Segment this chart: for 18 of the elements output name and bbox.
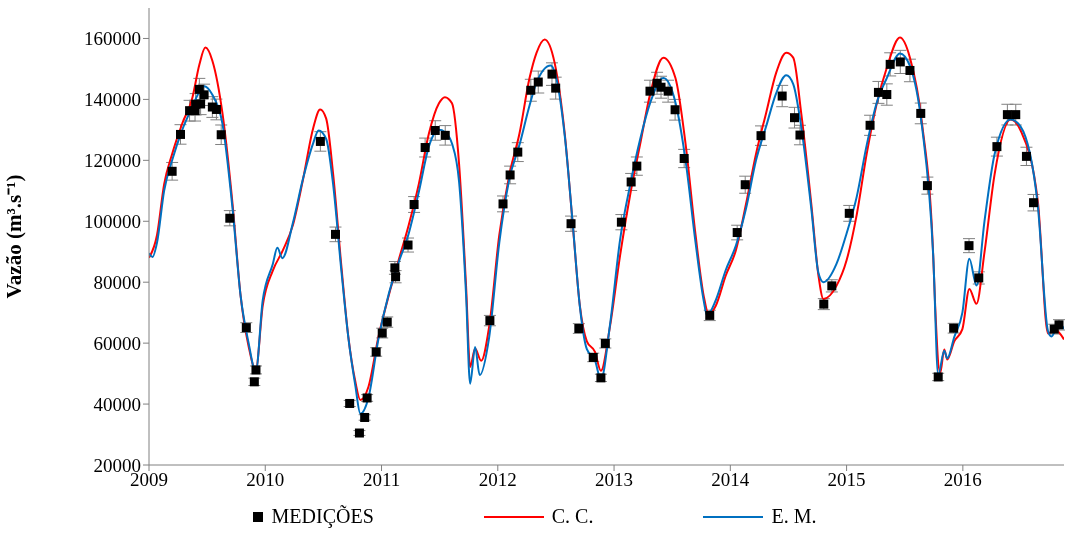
- legend-label: MEDIÇÕES: [271, 505, 374, 528]
- y-tick-label: 60000: [93, 332, 141, 354]
- y-tick-label: 140000: [84, 89, 141, 111]
- x-tick-label: 2010: [246, 469, 285, 491]
- legend-label: E. M.: [771, 505, 817, 528]
- legend-label: C. C.: [551, 505, 594, 528]
- x-tick-label: 2012: [478, 469, 517, 491]
- y-tick-label: 160000: [84, 28, 141, 50]
- y-tick-label: 80000: [93, 271, 141, 293]
- x-tick-label: 2011: [362, 469, 401, 491]
- x-tick-label: 2016: [943, 469, 982, 491]
- x-tick-label: 2014: [711, 469, 750, 491]
- y-tick-label: 100000: [84, 211, 141, 233]
- x-tick-label: 2015: [827, 469, 866, 491]
- y-tick-label: 40000: [93, 393, 141, 415]
- y-axis-title: Vazão (m³.s⁻¹): [2, 174, 27, 299]
- y-tick-label: 120000: [84, 150, 141, 172]
- x-tick-label: 2013: [595, 469, 634, 491]
